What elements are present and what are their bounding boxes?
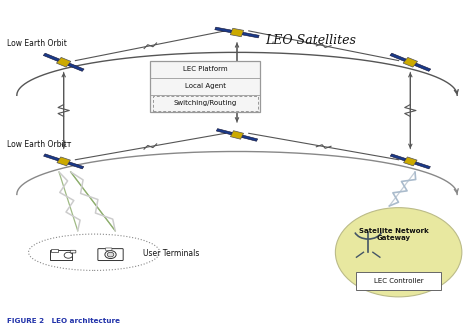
FancyBboxPatch shape: [51, 249, 58, 252]
FancyBboxPatch shape: [70, 250, 76, 253]
Circle shape: [64, 252, 73, 258]
Bar: [415, 162, 430, 169]
Text: FIGURE 2   LEO architecture: FIGURE 2 LEO architecture: [8, 318, 120, 324]
Bar: [43, 53, 59, 61]
Circle shape: [62, 160, 65, 163]
FancyBboxPatch shape: [150, 60, 260, 112]
Bar: [216, 129, 232, 135]
Bar: [68, 63, 84, 71]
Bar: [390, 154, 406, 161]
Bar: [44, 154, 59, 161]
FancyBboxPatch shape: [50, 250, 72, 260]
Bar: [390, 53, 406, 61]
Circle shape: [105, 251, 116, 258]
FancyBboxPatch shape: [230, 28, 244, 37]
Text: LEC Platform: LEC Platform: [183, 66, 228, 72]
Bar: [68, 162, 84, 169]
FancyBboxPatch shape: [403, 57, 418, 67]
Bar: [242, 135, 258, 141]
Text: User Terminals: User Terminals: [143, 249, 200, 258]
Circle shape: [235, 31, 239, 34]
FancyBboxPatch shape: [57, 157, 71, 166]
FancyBboxPatch shape: [356, 272, 441, 290]
Text: Low Earth Orbitᴛ: Low Earth Orbitᴛ: [8, 139, 72, 149]
Bar: [415, 63, 431, 71]
FancyBboxPatch shape: [230, 131, 244, 139]
Circle shape: [336, 208, 462, 297]
Circle shape: [62, 61, 65, 64]
Circle shape: [409, 61, 412, 64]
Text: Satellite Network
Gateway: Satellite Network Gateway: [359, 227, 429, 241]
Circle shape: [235, 134, 239, 136]
Text: LEC Controller: LEC Controller: [374, 278, 423, 284]
Text: LEO Satellites: LEO Satellites: [265, 34, 356, 47]
Circle shape: [409, 160, 412, 163]
Text: Switching/Routing: Switching/Routing: [174, 100, 237, 106]
FancyBboxPatch shape: [403, 157, 417, 166]
Text: Low Earth Orbit: Low Earth Orbit: [8, 39, 67, 48]
FancyBboxPatch shape: [98, 249, 123, 260]
Bar: [215, 27, 232, 33]
Text: Local Agent: Local Agent: [185, 83, 226, 89]
FancyBboxPatch shape: [105, 248, 112, 250]
Circle shape: [107, 252, 114, 257]
FancyBboxPatch shape: [56, 57, 71, 67]
Bar: [242, 32, 259, 38]
